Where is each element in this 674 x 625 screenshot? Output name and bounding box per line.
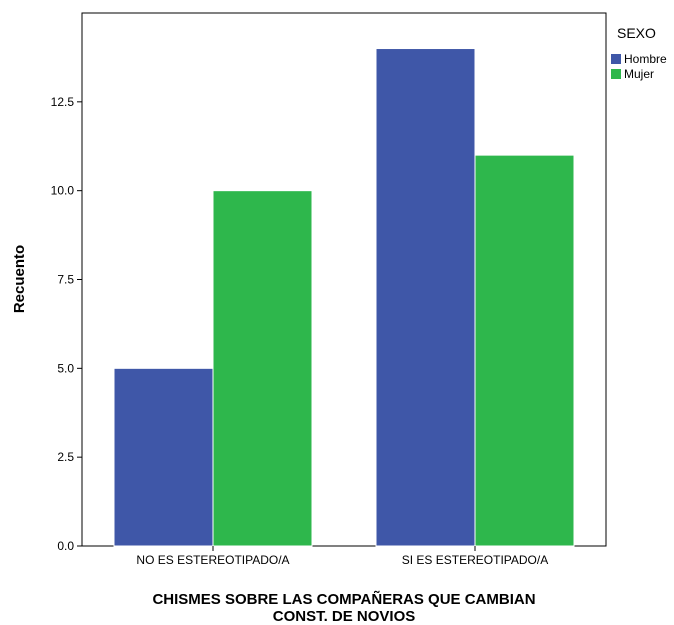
legend-label-hombre: Hombre xyxy=(624,52,667,66)
bars xyxy=(113,48,575,547)
legend-swatch-hombre xyxy=(611,54,621,64)
y-axis: 0.0 2.5 5.0 7.5 10.0 12.5 xyxy=(51,95,82,553)
y-tick-label: 0.0 xyxy=(57,539,74,553)
bar-mujer-2 xyxy=(474,154,575,547)
y-tick-label: 12.5 xyxy=(51,95,75,109)
y-axis-title: Recuento xyxy=(11,245,28,313)
x-tick-label: NO ES ESTEREOTIPADO/A xyxy=(136,553,289,567)
legend-label-mujer: Mujer xyxy=(624,67,654,81)
y-tick-label: 10.0 xyxy=(51,184,75,198)
bar-mujer-1 xyxy=(212,190,313,547)
y-tick-label: 2.5 xyxy=(57,450,74,464)
x-axis-title-line-2: CONST. DE NOVIOS xyxy=(273,608,416,625)
legend: SEXO Hombre Mujer xyxy=(611,25,667,81)
legend-title: SEXO xyxy=(617,25,656,41)
bar-hombre-2 xyxy=(375,48,476,547)
y-tick-label: 7.5 xyxy=(57,273,74,287)
bar-hombre-1 xyxy=(113,367,214,547)
x-tick-label: SI ES ESTEREOTIPADO/A xyxy=(402,553,548,567)
y-tick-label: 5.0 xyxy=(57,361,74,375)
x-axis: NO ES ESTEREOTIPADO/A SI ES ESTEREOTIPADO… xyxy=(136,546,548,567)
x-axis-title-line-1: CHISMES SOBRE LAS COMPAÑERAS QUE CAMBIAN xyxy=(152,590,535,608)
legend-swatch-mujer xyxy=(611,69,621,79)
